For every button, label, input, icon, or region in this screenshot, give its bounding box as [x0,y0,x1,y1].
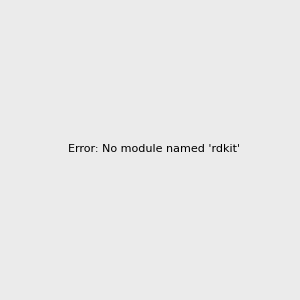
Text: Error: No module named 'rdkit': Error: No module named 'rdkit' [68,143,240,154]
